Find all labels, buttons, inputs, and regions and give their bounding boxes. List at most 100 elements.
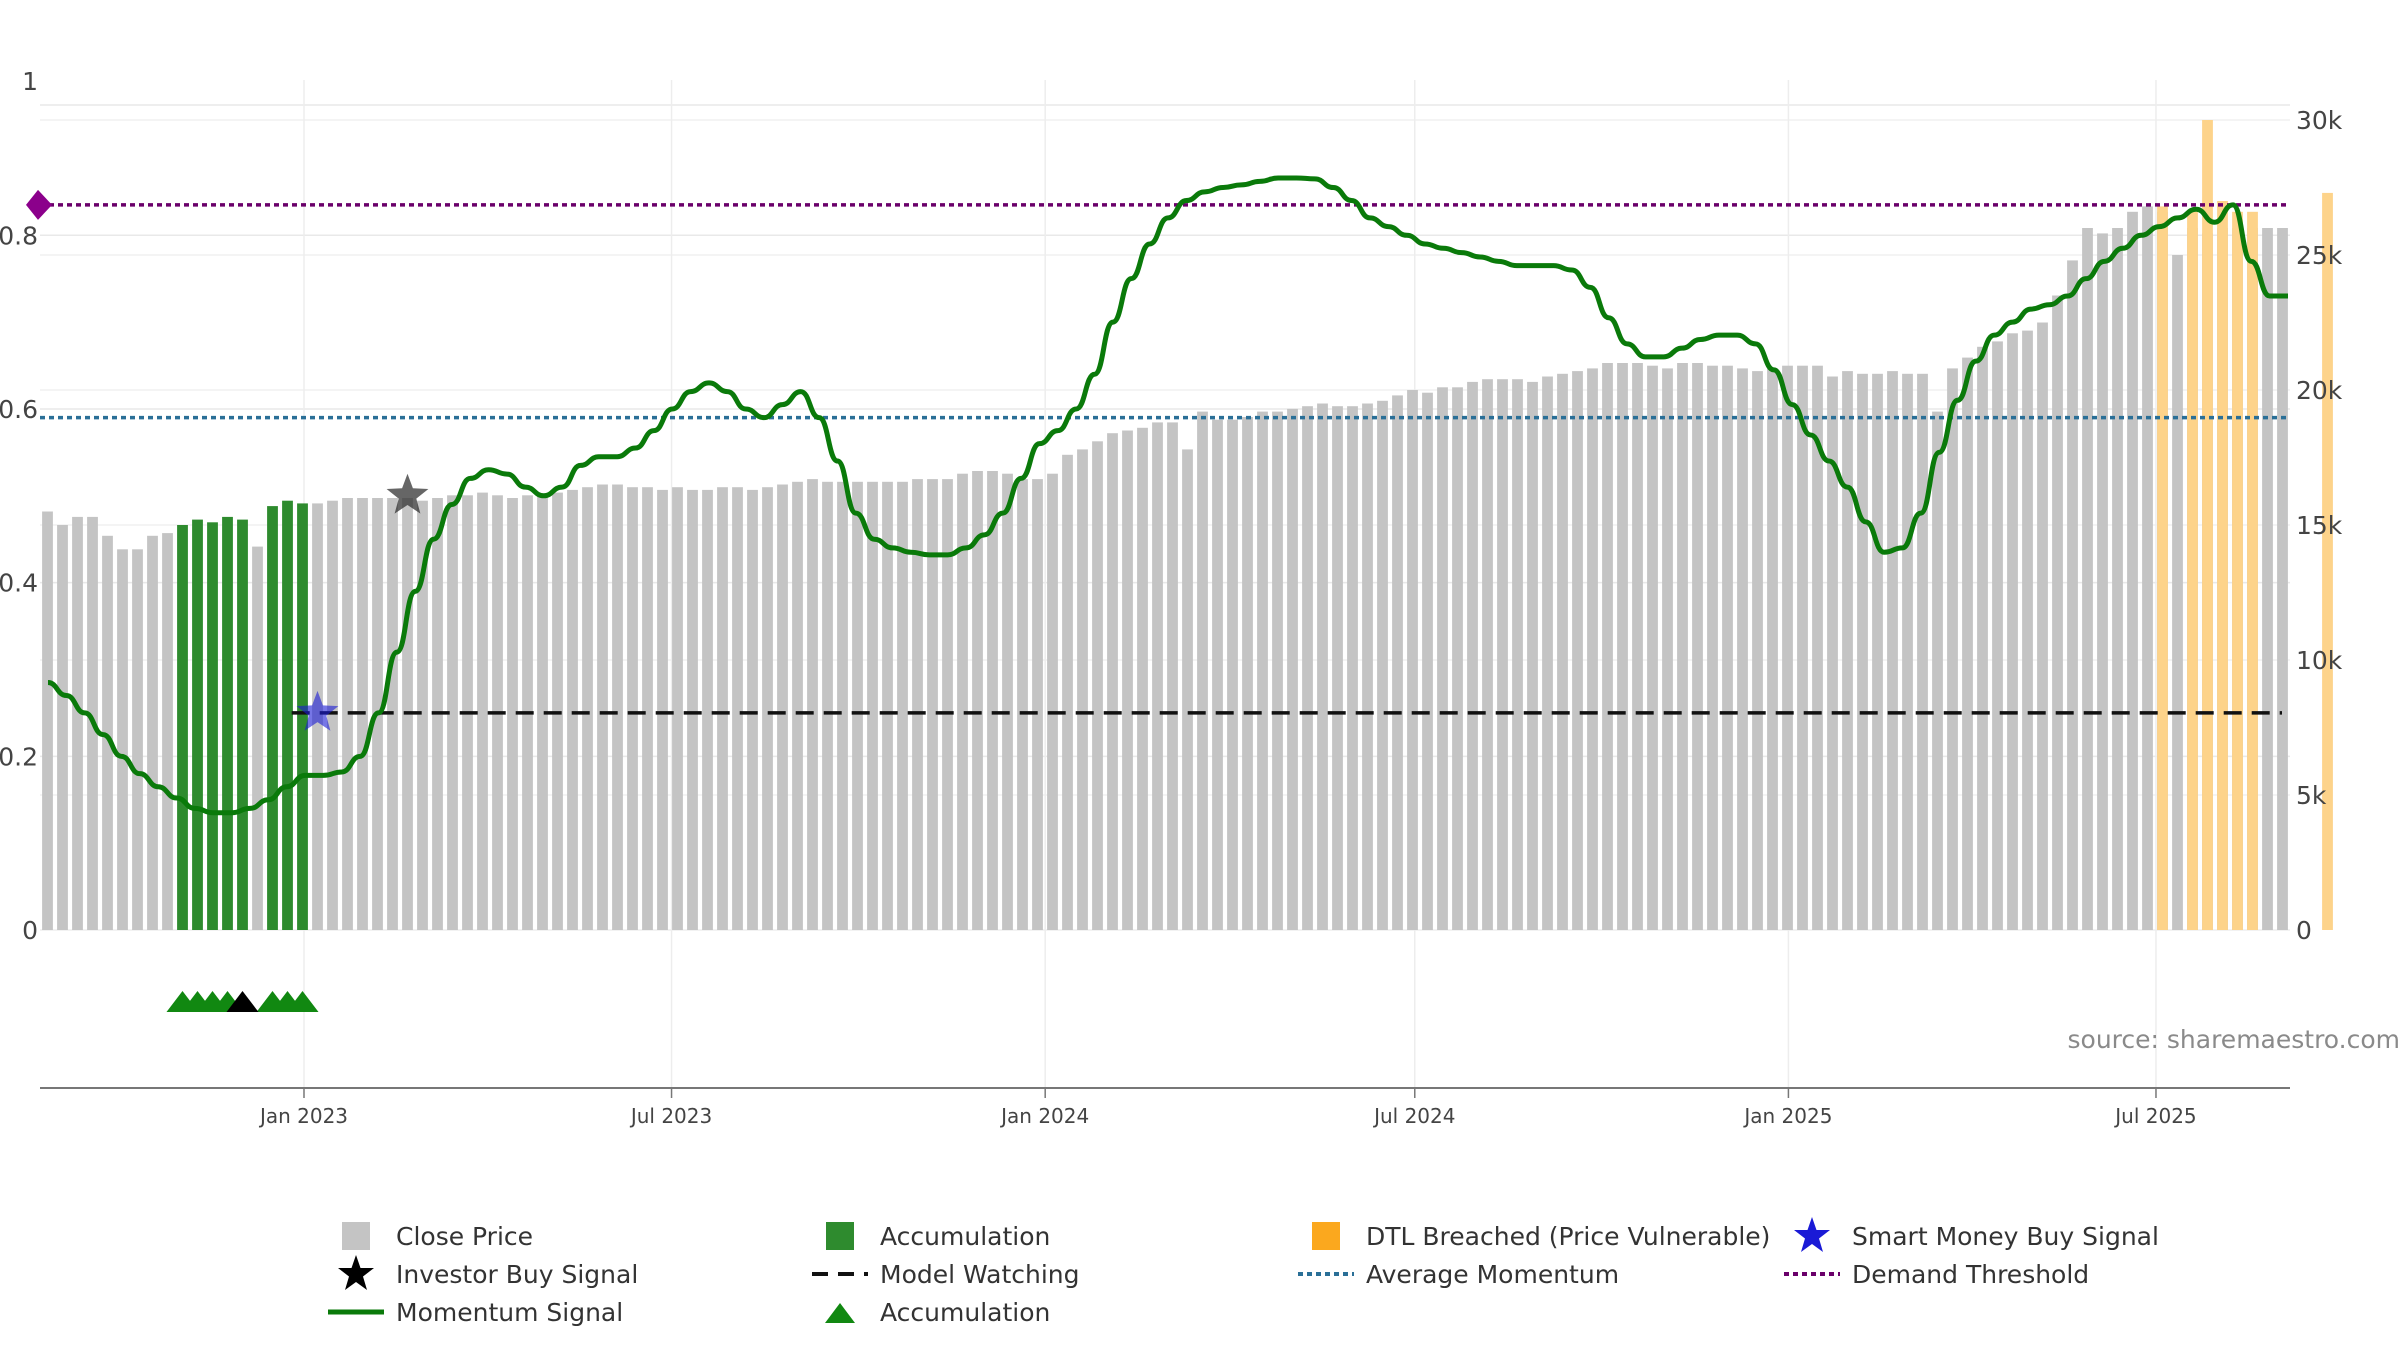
investor-buy-star xyxy=(386,473,429,514)
close-price-bar xyxy=(1377,400,1388,930)
close-price-bar xyxy=(1422,392,1433,930)
accumulation-triangle xyxy=(286,991,319,1012)
right-tick-label: 30k xyxy=(2296,106,2343,135)
left-tick-label: 0 xyxy=(22,916,38,945)
close-price-bar xyxy=(1617,363,1628,930)
close-price-bar xyxy=(447,495,458,930)
x-tick-label: Jan 2024 xyxy=(999,1104,1089,1128)
left-tick-label: 0.2 xyxy=(0,742,38,771)
close-price-bar xyxy=(1077,449,1088,930)
close-price-bar xyxy=(2277,228,2288,930)
close-price-bar xyxy=(747,489,758,930)
close-price-bar xyxy=(1587,368,1598,930)
close-price-bar xyxy=(1917,373,1928,930)
x-tick-label: Jul 2024 xyxy=(1372,1104,1455,1128)
close-price-bar xyxy=(1152,422,1163,930)
close-price-bar xyxy=(1332,406,1343,930)
close-price-bar xyxy=(1167,422,1178,930)
reference-lines xyxy=(26,189,2290,715)
close-price-bar xyxy=(2022,330,2033,931)
close-price-bar xyxy=(1812,365,1823,930)
close-price-bar xyxy=(1692,363,1703,930)
close-price-bar xyxy=(477,492,488,930)
close-price-bar xyxy=(1107,433,1118,930)
close-price-bar xyxy=(1662,368,1673,930)
close-price-bar xyxy=(597,484,608,930)
dtl-breached-bar xyxy=(2322,192,2333,930)
dtl-breached-bar xyxy=(2217,201,2228,930)
accumulation-bar xyxy=(237,519,248,930)
close-price-bar xyxy=(1857,373,1868,930)
close-price-bar xyxy=(2082,228,2093,930)
close-price-bar xyxy=(627,487,638,930)
close-price-bar xyxy=(1362,403,1373,930)
axes: Jan 2023 Jul 2023 Jan 2024 Jul 2024 Jan 2025… xyxy=(0,67,2343,1128)
signal-markers xyxy=(166,473,429,1012)
close-price-bar xyxy=(1947,368,1958,930)
left-tick-label: 0.8 xyxy=(0,221,38,250)
x-tick-label: Jul 2025 xyxy=(2113,1104,2196,1128)
close-price-bar xyxy=(57,525,68,930)
close-price-bar xyxy=(1527,381,1538,930)
close-price-bar xyxy=(1677,363,1688,930)
close-price-bar xyxy=(1047,473,1058,930)
close-price-bar xyxy=(1002,473,1013,930)
close-price-bar xyxy=(2142,206,2153,930)
close-price-bar xyxy=(2172,255,2183,930)
close-price-bar xyxy=(1737,368,1748,930)
close-price-bar xyxy=(1887,371,1898,931)
close-price-bar xyxy=(1137,427,1148,930)
x-tick-label: Jul 2023 xyxy=(629,1104,712,1128)
close-price-bar xyxy=(1347,406,1358,930)
accumulation-bar xyxy=(267,506,278,930)
close-price-bar xyxy=(1632,363,1643,930)
close-price-bar xyxy=(672,487,683,930)
close-price-bar xyxy=(837,481,848,930)
close-price-bar xyxy=(102,535,113,930)
close-price-bar xyxy=(1797,365,1808,930)
close-price-bar xyxy=(2007,333,2018,930)
close-price-bar xyxy=(1707,365,1718,930)
investor-triangle xyxy=(226,991,259,1012)
close-price-bar xyxy=(1467,381,1478,930)
close-price-bar xyxy=(147,535,158,930)
right-tick-label: 25k xyxy=(2296,241,2343,270)
close-price-bar xyxy=(867,481,878,930)
close-price-bar xyxy=(642,487,653,930)
demand-threshold-marker xyxy=(26,189,52,220)
close-price-bar xyxy=(732,487,743,930)
accumulation-bar xyxy=(282,500,293,930)
close-price-bar xyxy=(162,533,173,930)
accumulation-bar xyxy=(222,516,233,930)
close-price-bar xyxy=(687,489,698,930)
close-price-bar xyxy=(72,516,83,930)
close-price-bar xyxy=(777,484,788,930)
close-price-bar xyxy=(957,473,968,930)
close-price-bar xyxy=(1407,390,1418,930)
close-price-bar xyxy=(1962,357,1973,931)
smart-money-buy-star xyxy=(296,690,339,731)
close-price-bar xyxy=(1017,479,1028,930)
close-price-bar xyxy=(2262,228,2273,930)
close-price-bar xyxy=(807,479,818,930)
close-price-bar xyxy=(42,511,53,930)
close-price-bar xyxy=(1752,371,1763,931)
source-note: source: sharemaestro.com xyxy=(2068,1025,2400,1054)
close-price-bar xyxy=(252,546,263,930)
accumulation-bar xyxy=(297,503,308,930)
close-price-bar xyxy=(1542,376,1553,930)
close-price-bar xyxy=(1182,449,1193,930)
close-price-bar xyxy=(1062,454,1073,930)
close-price-bar xyxy=(1122,430,1133,930)
momentum-line-group xyxy=(47,175,2288,816)
accumulation-bar xyxy=(177,525,188,930)
close-price-bar xyxy=(852,481,863,930)
x-tick-label: Jan 2025 xyxy=(1742,1104,1832,1128)
close-price-bar xyxy=(1302,406,1313,930)
close-price-bar xyxy=(762,487,773,930)
close-price-bar xyxy=(1872,373,1883,930)
close-price-bar xyxy=(327,500,338,930)
close-price-bar xyxy=(822,481,833,930)
close-price-bar xyxy=(537,495,548,930)
close-price-bar xyxy=(927,479,938,930)
